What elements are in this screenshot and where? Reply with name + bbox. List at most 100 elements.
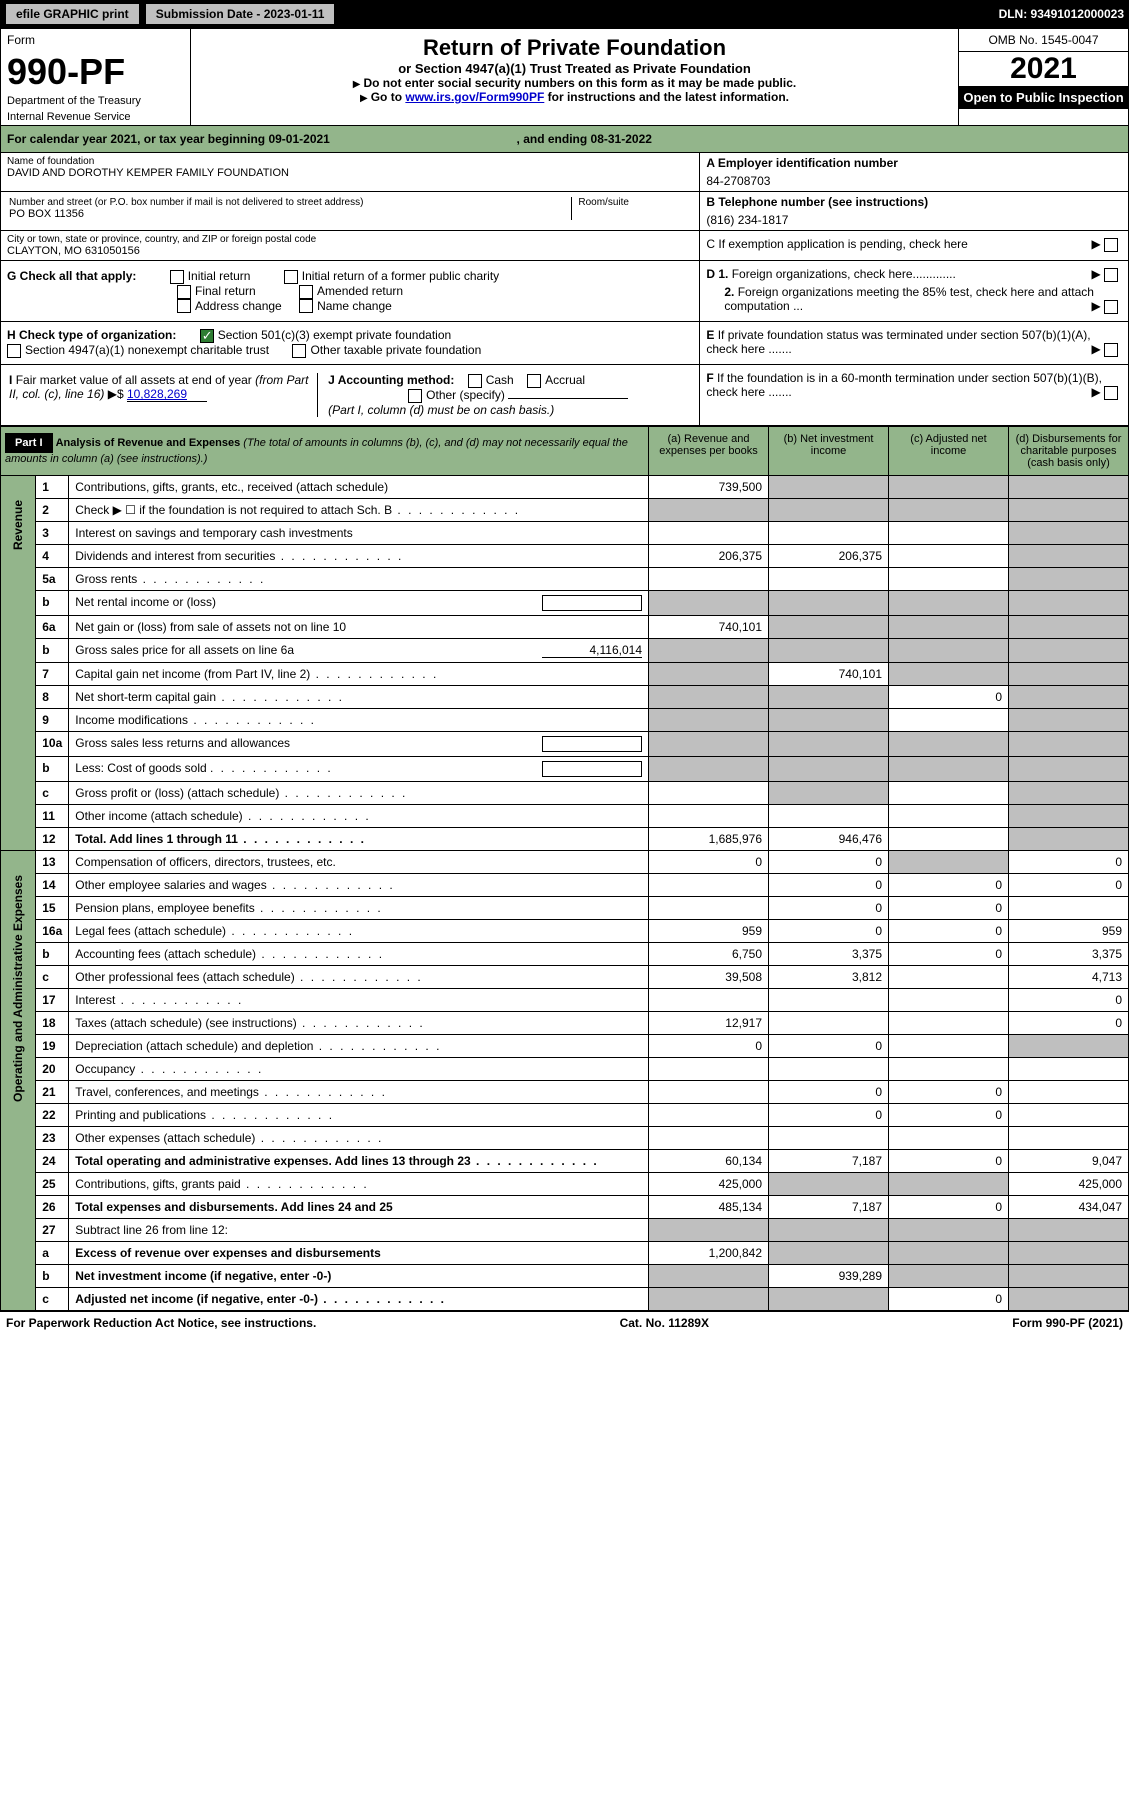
- ein-value: 84-2708703: [706, 170, 1122, 188]
- line-4: 4Dividends and interest from securities2…: [1, 544, 1129, 567]
- tax-year: 2021: [959, 52, 1128, 86]
- box-e-checkbox[interactable]: [1104, 343, 1118, 357]
- room-label: Room/suite: [578, 197, 691, 208]
- line-20: 20Occupancy: [1, 1057, 1129, 1080]
- g-address-checkbox[interactable]: [177, 299, 191, 313]
- footer-mid: Cat. No. 11289X: [620, 1316, 709, 1330]
- line-27: 27Subtract line 26 from line 12:: [1, 1218, 1129, 1241]
- omb-number: OMB No. 1545-0047: [959, 29, 1128, 52]
- line-6a: 6aNet gain or (loss) from sale of assets…: [1, 615, 1129, 638]
- g-amended-checkbox[interactable]: [299, 285, 313, 299]
- box-f-checkbox[interactable]: [1104, 386, 1118, 400]
- line-7: 7Capital gain net income (from Part IV, …: [1, 662, 1129, 685]
- line-18: 18Taxes (attach schedule) (see instructi…: [1, 1011, 1129, 1034]
- h-other-checkbox[interactable]: [292, 344, 306, 358]
- line-11: 11Other income (attach schedule): [1, 804, 1129, 827]
- part1-badge: Part I: [5, 433, 53, 453]
- line-12: 12Total. Add lines 1 through 111,685,976…: [1, 827, 1129, 850]
- foundation-name-label: Name of foundation: [7, 156, 693, 167]
- line-b: bNet investment income (if negative, ent…: [1, 1264, 1129, 1287]
- j-other-checkbox[interactable]: [408, 389, 422, 403]
- h-501c3-checkbox[interactable]: [200, 329, 214, 343]
- box-c-checkbox[interactable]: [1104, 238, 1118, 252]
- line-25: 25Contributions, gifts, grants paid425,0…: [1, 1172, 1129, 1195]
- revenue-side-label: Revenue: [1, 475, 36, 850]
- box-i-value[interactable]: 10,828,269: [127, 387, 207, 402]
- box-j-note: (Part I, column (d) must be on cash basi…: [328, 403, 554, 417]
- line-23: 23Other expenses (attach schedule): [1, 1126, 1129, 1149]
- line-19: 19Depreciation (attach schedule) and dep…: [1, 1034, 1129, 1057]
- part1-table: Part I Analysis of Revenue and Expenses …: [0, 426, 1129, 1311]
- part1-title: Analysis of Revenue and Expenses: [56, 437, 241, 449]
- submission-date: Submission Date - 2023-01-11: [146, 4, 335, 24]
- calendar-year-row: For calendar year 2021, or tax year begi…: [0, 126, 1129, 153]
- line-10a: 10aGross sales less returns and allowanc…: [1, 731, 1129, 756]
- col-b-header: (b) Net investment income: [769, 426, 889, 475]
- address-value: PO BOX 11356: [9, 208, 569, 220]
- line-b: bNet rental income or (loss): [1, 590, 1129, 615]
- box-d1-label: Foreign organizations, check here.......…: [732, 267, 956, 281]
- city-value: CLAYTON, MO 631050156: [7, 245, 693, 257]
- efile-topbar: efile GRAPHIC print Submission Date - 20…: [0, 0, 1129, 28]
- department: Department of the Treasury: [1, 93, 190, 109]
- col-a-header: (a) Revenue and expenses per books: [649, 426, 769, 475]
- operating and administrative expenses-side-label: Operating and Administrative Expenses: [1, 850, 36, 1310]
- line-8: 8Net short-term capital gain0: [1, 685, 1129, 708]
- line-c: cOther professional fees (attach schedul…: [1, 965, 1129, 988]
- line-b: bGross sales price for all assets on lin…: [1, 638, 1129, 662]
- footer: For Paperwork Reduction Act Notice, see …: [0, 1311, 1129, 1334]
- g-name-checkbox[interactable]: [299, 299, 313, 313]
- line-c: cAdjusted net income (if negative, enter…: [1, 1287, 1129, 1310]
- form990pf-link[interactable]: www.irs.gov/Form990PF: [405, 90, 544, 104]
- city-label: City or town, state or province, country…: [7, 234, 693, 245]
- phone-value: (816) 234-1817: [706, 209, 1122, 227]
- form-number: 990-PF: [1, 51, 190, 93]
- g-initial-former-checkbox[interactable]: [284, 270, 298, 284]
- line-15: 15Pension plans, employee benefits00: [1, 896, 1129, 919]
- line-14: 14Other employee salaries and wages000: [1, 873, 1129, 896]
- open-to-public: Open to Public Inspection: [959, 86, 1128, 109]
- box-c-label: C If exemption application is pending, c…: [706, 237, 968, 251]
- line-1: Revenue1Contributions, gifts, grants, et…: [1, 475, 1129, 498]
- footer-left: For Paperwork Reduction Act Notice, see …: [6, 1316, 316, 1330]
- line-21: 21Travel, conferences, and meetings00: [1, 1080, 1129, 1103]
- g-final-checkbox[interactable]: [177, 285, 191, 299]
- line-16a: 16aLegal fees (attach schedule)95900959: [1, 919, 1129, 942]
- h-4947-checkbox[interactable]: [7, 344, 21, 358]
- footer-right: Form 990-PF (2021): [1012, 1316, 1123, 1330]
- dln: DLN: 93491012000023: [999, 7, 1124, 21]
- efile-print-button[interactable]: efile GRAPHIC print: [5, 3, 140, 25]
- phone-label: B Telephone number (see instructions): [706, 195, 1122, 209]
- line-3: 3Interest on savings and temporary cash …: [1, 521, 1129, 544]
- address-label: Number and street (or P.O. box number if…: [9, 197, 569, 208]
- line-5a: 5aGross rents: [1, 567, 1129, 590]
- box-j-label: J Accounting method:: [328, 373, 454, 387]
- line-24: 24Total operating and administrative exp…: [1, 1149, 1129, 1172]
- g-initial-checkbox[interactable]: [170, 270, 184, 284]
- box-d2-checkbox[interactable]: [1104, 300, 1118, 314]
- box-d2-label: Foreign organizations meeting the 85% te…: [724, 285, 1094, 313]
- col-d-header: (d) Disbursements for charitable purpose…: [1009, 426, 1129, 475]
- line-26: 26Total expenses and disbursements. Add …: [1, 1195, 1129, 1218]
- j-cash-checkbox[interactable]: [468, 374, 482, 388]
- box-e-label: If private foundation status was termina…: [706, 328, 1090, 356]
- ein-label: A Employer identification number: [706, 156, 1122, 170]
- box-f-label: If the foundation is in a 60-month termi…: [706, 371, 1102, 399]
- col-c-header: (c) Adjusted net income: [889, 426, 1009, 475]
- line-b: bLess: Cost of goods sold: [1, 756, 1129, 781]
- g-label: G Check all that apply:: [7, 269, 136, 283]
- line-22: 22Printing and publications00: [1, 1103, 1129, 1126]
- form-subtitle: or Section 4947(a)(1) Trust Treated as P…: [197, 61, 952, 76]
- line-c: cGross profit or (loss) (attach schedule…: [1, 781, 1129, 804]
- line-a: aExcess of revenue over expenses and dis…: [1, 1241, 1129, 1264]
- note-ssn: Do not enter social security numbers on …: [363, 76, 796, 90]
- line-b: bAccounting fees (attach schedule)6,7503…: [1, 942, 1129, 965]
- foundation-name: DAVID AND DOROTHY KEMPER FAMILY FOUNDATI…: [7, 167, 693, 179]
- j-accrual-checkbox[interactable]: [527, 374, 541, 388]
- form-word: Form: [1, 29, 190, 51]
- line-13: Operating and Administrative Expenses13C…: [1, 850, 1129, 873]
- line-9: 9Income modifications: [1, 708, 1129, 731]
- form-title: Return of Private Foundation: [197, 35, 952, 61]
- box-d1-checkbox[interactable]: [1104, 268, 1118, 282]
- h-label: H Check type of organization:: [7, 328, 176, 342]
